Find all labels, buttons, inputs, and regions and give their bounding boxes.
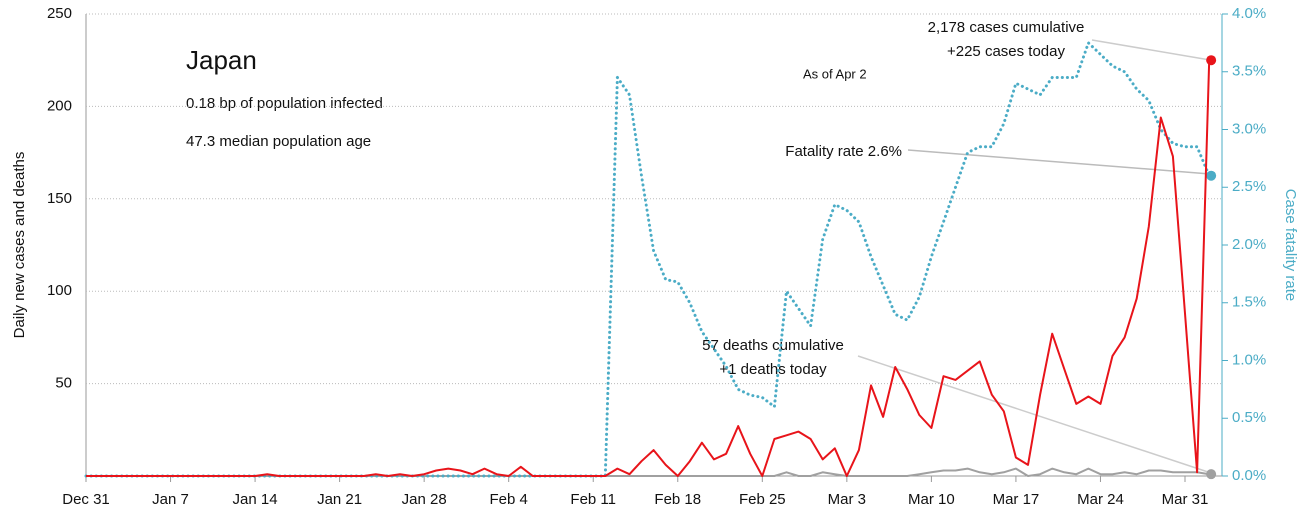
y2-axis-label: Case fatality rate — [1282, 189, 1299, 302]
y-axis-label: Daily new cases and deaths — [11, 152, 28, 339]
chart-title: Japan — [186, 45, 257, 75]
leader-line — [1091, 39, 1211, 61]
x-tick-label: Jan 7 — [152, 491, 189, 508]
end-point — [1206, 170, 1217, 181]
y2-tick-label: 2.0% — [1232, 236, 1266, 253]
end-point — [1206, 469, 1217, 480]
y2-tick-label: 1.5% — [1232, 294, 1266, 311]
x-tick-label: Jan 14 — [233, 491, 278, 508]
end-point — [1206, 55, 1217, 66]
x-tick-label: Feb 11 — [570, 491, 616, 508]
y-tick-label: 50 — [55, 375, 72, 392]
y2-tick-label: 0.5% — [1232, 409, 1266, 426]
x-tick-label: Feb 18 — [654, 491, 701, 508]
note: 0.18 bp of population infected — [186, 95, 383, 112]
y-tick-label: 250 — [47, 5, 72, 22]
y2-tick-label: 3.5% — [1232, 63, 1266, 80]
y-tick-label: 150 — [47, 190, 72, 207]
y2-tick-label: 3.0% — [1232, 120, 1266, 137]
x-tick-label: Feb 25 — [739, 491, 786, 508]
y2-tick-label: 2.5% — [1232, 178, 1266, 195]
annotation: Fatality rate 2.6% — [785, 143, 902, 160]
note: 47.3 median population age — [186, 133, 371, 150]
y2-tick-label: 0.0% — [1232, 467, 1266, 484]
subtitle: As of Apr 2 — [803, 66, 867, 81]
x-tick-label: Jan 21 — [317, 491, 362, 508]
x-tick-label: Dec 31 — [62, 491, 110, 508]
y-tick-label: 200 — [47, 97, 72, 114]
x-tick-label: Feb 4 — [490, 491, 528, 508]
annotation: 2,178 cases cumulative — [928, 19, 1085, 36]
x-tick-label: Mar 24 — [1077, 491, 1124, 508]
series-line — [86, 60, 1211, 477]
x-tick-label: Mar 3 — [828, 491, 866, 508]
x-tick-label: Mar 10 — [908, 491, 955, 508]
x-tick-label: Mar 31 — [1162, 491, 1209, 508]
annotation: +225 cases today — [947, 43, 1066, 60]
y2-tick-label: 1.0% — [1232, 351, 1266, 368]
leader-line — [907, 149, 1211, 175]
y-tick-label: 100 — [47, 282, 72, 299]
x-tick-label: Mar 17 — [993, 491, 1040, 508]
leader-line — [857, 355, 1209, 473]
y2-tick-label: 4.0% — [1232, 5, 1266, 22]
annotation: 57 deaths cumulative — [702, 337, 844, 354]
annotation: +1 deaths today — [719, 361, 827, 378]
x-tick-label: Jan 28 — [402, 491, 447, 508]
